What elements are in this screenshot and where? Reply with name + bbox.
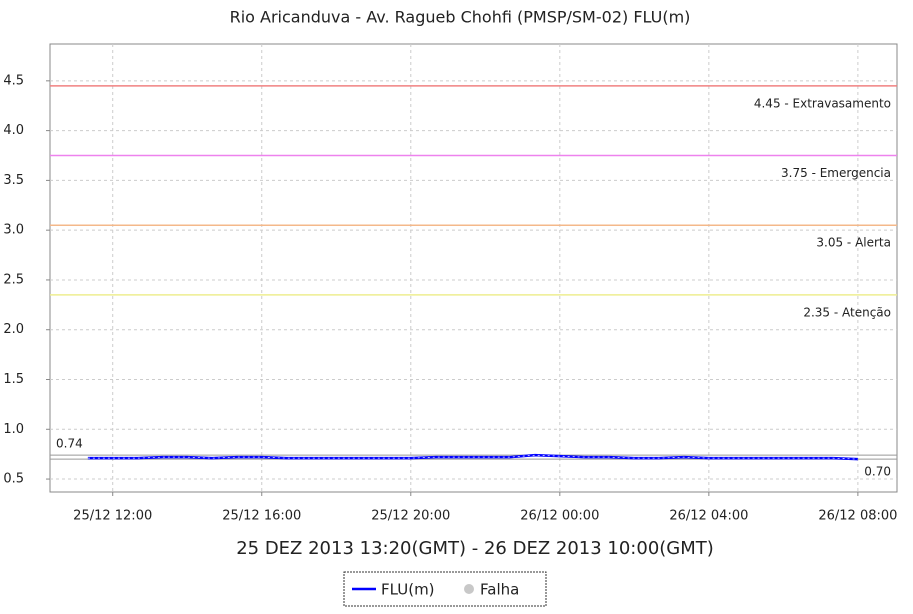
x-axis-title: 25 DEZ 2013 13:20(GMT) - 26 DEZ 2013 10:… [236, 538, 714, 559]
y-tick-label: 2.5 [3, 272, 24, 287]
y-tick-label: 0.5 [3, 472, 24, 487]
y-tick-label: 4.0 [3, 123, 24, 138]
data-line-highlight [87, 454, 858, 460]
legend-box [343, 571, 547, 607]
y-tick-label: 4.5 [3, 73, 24, 88]
y-tick-label: 3.5 [3, 173, 24, 188]
legend-swatch [464, 584, 474, 594]
threshold-label: 2.35 - Atenção [803, 305, 891, 319]
threshold-label: 4.45 - Extravasamento [754, 96, 891, 110]
y-tick-label: 1.5 [3, 372, 24, 387]
x-tick-label: 25/12 20:00 [371, 509, 450, 524]
x-tick-label: 26/12 08:00 [818, 509, 897, 524]
chart-title: Rio Aricanduva - Av. Ragueb Chohfi (PMSP… [230, 8, 691, 27]
y-tick-label: 1.0 [3, 422, 24, 437]
reference-label: 0.74 [56, 437, 83, 451]
threshold-label: 3.75 - Emergencia [781, 166, 891, 180]
y-tick-label: 3.0 [3, 223, 24, 238]
y-tick-label: 2.0 [3, 322, 24, 337]
x-tick-label: 26/12 04:00 [669, 509, 748, 524]
x-tick-label: 25/12 12:00 [73, 509, 152, 524]
x-tick-label: 25/12 16:00 [222, 509, 301, 524]
threshold-label: 3.05 - Alerta [816, 236, 891, 250]
plot-area [49, 43, 898, 493]
reference-label: 0.70 [864, 465, 891, 479]
x-tick-label: 26/12 00:00 [520, 509, 599, 524]
legend-label: FLU(m) [381, 581, 435, 599]
legend-label: Falha [480, 581, 519, 599]
